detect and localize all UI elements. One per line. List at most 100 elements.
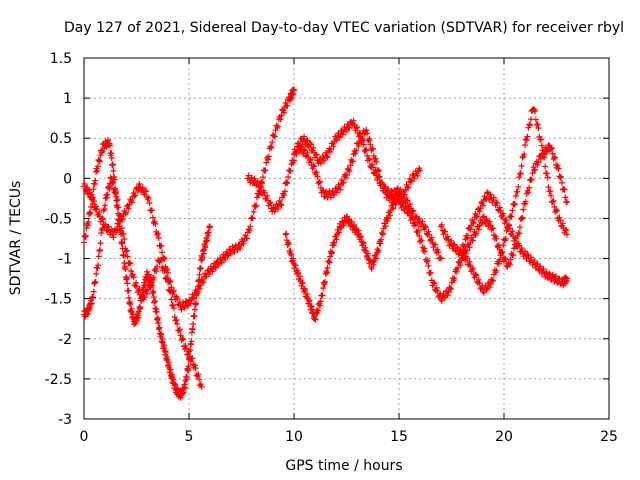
data-point xyxy=(508,213,515,220)
data-point xyxy=(373,158,380,165)
data-point xyxy=(311,163,318,170)
data-point xyxy=(137,304,144,311)
data-point xyxy=(218,259,225,266)
data-point xyxy=(290,91,297,98)
data-point xyxy=(99,225,106,232)
data-point xyxy=(473,272,480,279)
data-point xyxy=(307,141,314,148)
data-point xyxy=(480,214,486,221)
data-point xyxy=(343,172,350,178)
data-point xyxy=(331,239,338,246)
data-point xyxy=(324,264,331,271)
data-point xyxy=(392,201,399,208)
data-point xyxy=(165,269,171,276)
data-point xyxy=(93,205,100,212)
x-tick-label: 0 xyxy=(80,429,89,445)
data-point xyxy=(480,202,486,209)
data-point xyxy=(125,294,132,301)
data-point xyxy=(484,189,491,196)
data-point xyxy=(281,188,288,195)
data-point xyxy=(270,132,277,139)
data-point xyxy=(152,220,159,227)
data-point xyxy=(346,168,353,175)
data-point xyxy=(422,223,428,230)
data-point xyxy=(517,224,523,231)
data-point xyxy=(145,194,152,201)
data-point xyxy=(209,268,216,275)
data-point xyxy=(502,235,509,242)
data-point xyxy=(509,207,516,214)
data-point xyxy=(155,320,162,327)
data-points xyxy=(81,86,570,401)
data-point xyxy=(349,158,356,165)
data-point xyxy=(187,300,194,307)
data-point xyxy=(409,214,416,221)
data-point xyxy=(244,235,250,242)
data-point xyxy=(421,245,428,252)
y-tick-label: -0.5 xyxy=(45,211,72,227)
data-point xyxy=(94,265,101,271)
data-point xyxy=(177,394,184,401)
data-point xyxy=(125,287,132,294)
data-point xyxy=(150,274,157,281)
data-point xyxy=(269,139,276,146)
data-point xyxy=(135,314,142,321)
data-point xyxy=(291,265,298,272)
data-point xyxy=(543,148,550,155)
data-point xyxy=(352,150,359,157)
data-point xyxy=(538,142,545,149)
data-point xyxy=(118,225,125,232)
data-point xyxy=(90,288,97,295)
data-point xyxy=(134,187,141,194)
data-point xyxy=(372,155,379,162)
data-point xyxy=(110,179,117,186)
data-point xyxy=(131,193,138,199)
data-point xyxy=(165,359,172,366)
data-point xyxy=(380,231,386,238)
data-point xyxy=(252,203,259,210)
data-point xyxy=(180,336,187,343)
data-point xyxy=(509,228,516,235)
data-point xyxy=(88,300,95,307)
data-point xyxy=(92,177,99,184)
data-point xyxy=(561,186,568,193)
data-point xyxy=(266,200,273,207)
data-point xyxy=(518,245,525,252)
data-point xyxy=(317,298,324,305)
data-point xyxy=(182,384,189,391)
data-point xyxy=(466,258,473,265)
data-point xyxy=(90,294,96,301)
data-point xyxy=(114,196,121,203)
data-point xyxy=(166,287,173,294)
data-point xyxy=(96,157,103,164)
data-point xyxy=(197,381,204,388)
data-point xyxy=(143,188,150,195)
data-point xyxy=(284,102,291,109)
data-point xyxy=(385,215,392,222)
data-point xyxy=(425,263,432,269)
data-point xyxy=(524,133,531,140)
data-point xyxy=(97,247,103,253)
data-point xyxy=(336,134,343,141)
data-point xyxy=(275,205,281,212)
data-point xyxy=(323,153,330,160)
data-point xyxy=(377,240,384,247)
data-point xyxy=(283,179,290,186)
data-point xyxy=(526,184,533,191)
data-point xyxy=(527,254,534,261)
data-point xyxy=(394,185,401,192)
data-point xyxy=(451,275,458,282)
data-point xyxy=(372,167,379,174)
data-point xyxy=(433,284,440,291)
data-point xyxy=(444,292,451,299)
data-point xyxy=(538,156,544,162)
data-point xyxy=(86,209,93,216)
data-point xyxy=(174,295,181,302)
data-point xyxy=(431,280,438,287)
data-point xyxy=(291,87,297,94)
data-point xyxy=(448,237,455,244)
data-point xyxy=(496,256,503,263)
data-point xyxy=(179,335,186,342)
data-point xyxy=(442,228,449,235)
data-point xyxy=(546,270,553,277)
